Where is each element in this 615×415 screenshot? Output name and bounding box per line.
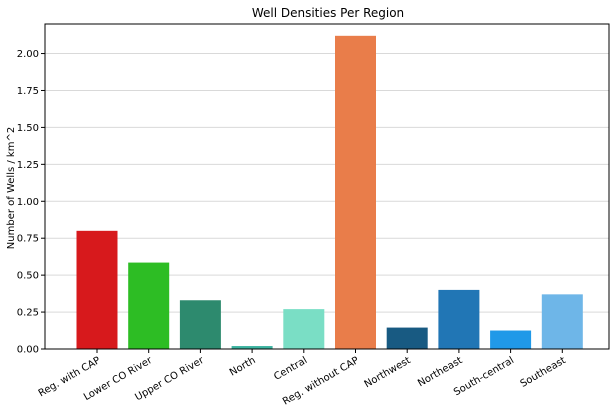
bar: [541, 294, 583, 349]
chart-title: Well Densities Per Region: [252, 6, 404, 20]
bar: [179, 300, 221, 349]
bar: [335, 35, 376, 350]
bar: [76, 230, 118, 349]
bar: [283, 309, 325, 349]
plot-frame: [44, 23, 610, 350]
y-tick-label: 0.00: [17, 345, 39, 356]
bar: [231, 346, 273, 349]
bar: [490, 330, 532, 349]
bar: [438, 289, 480, 349]
bar: [386, 327, 428, 349]
y-tick-label: 0.25: [17, 308, 39, 319]
y-tick-label: 2.00: [17, 49, 39, 60]
y-tick-label: 1.50: [17, 123, 39, 134]
y-tick-label: 1.75: [17, 86, 39, 97]
y-tick-label: 1.00: [17, 197, 39, 208]
y-tick-label: 0.75: [17, 234, 39, 245]
y-axis-ticks: 0.00 0.25 0.50 0.75 1.00 1.25 1.50 1.75 2.00: [17, 49, 45, 356]
y-axis-label: Number of Wells / km^2: [6, 127, 17, 249]
y-tick-label: 0.50: [17, 271, 39, 282]
bars: [76, 35, 583, 350]
y-tick-label: 1.25: [17, 160, 39, 171]
bar: [128, 262, 170, 349]
